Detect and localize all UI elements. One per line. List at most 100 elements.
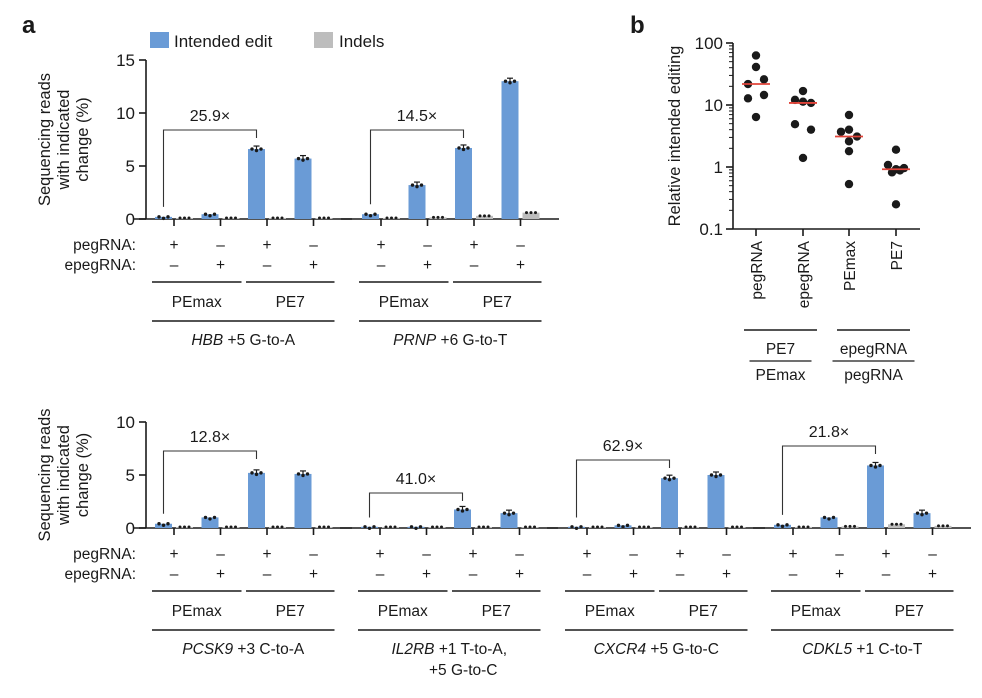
epegrna-sign: – [676, 566, 685, 583]
data-point [621, 525, 625, 529]
editor-label: PEmax [172, 603, 222, 620]
epegrna-sign: – [376, 566, 385, 583]
data-point [466, 146, 470, 150]
data-point [385, 216, 389, 220]
data-point [798, 86, 808, 96]
bar-intended [294, 158, 312, 219]
pegrna-sign: + [468, 546, 477, 563]
ratio-denominator: PEmax [756, 367, 806, 384]
epegrna-sign: – [470, 257, 479, 274]
pegrna-sign: – [309, 546, 318, 563]
data-point [693, 525, 697, 529]
data-point [166, 522, 170, 526]
data-point [208, 214, 212, 218]
data-point [827, 517, 831, 521]
pegrna-sign: + [675, 546, 684, 563]
data-point [831, 515, 836, 520]
data-point [638, 525, 641, 529]
edit-description: +5 G-to-A [223, 332, 296, 349]
bar-indels [888, 524, 905, 528]
edit-description: +3 C-to-A [233, 641, 305, 658]
bar-intended [248, 472, 265, 528]
data-point [367, 526, 372, 530]
data-point [731, 525, 734, 529]
fold-change-bracket [162, 129, 258, 207]
panel-a-top-chart: 0 5 10 15 Sequencing reads with indicated chan… [36, 51, 559, 349]
pegrna-sign: – [216, 546, 225, 563]
data-point [937, 524, 940, 528]
data-point [642, 525, 646, 529]
y-axis-title: Sequencing reads [36, 73, 54, 206]
data-point [625, 523, 630, 528]
epegrna-sign: – [263, 566, 272, 583]
data-point [924, 511, 929, 515]
ratio-numerator: PE7 [766, 341, 795, 358]
data-point [322, 216, 326, 220]
data-point [225, 216, 228, 220]
fold-change-label: 41.0× [396, 471, 436, 488]
target-label: PRNP +6 G-to-T [393, 332, 508, 349]
data-point [271, 525, 275, 529]
gene-name: PRNP [393, 332, 437, 349]
editor-label: PE7 [689, 603, 718, 620]
data-point [735, 525, 739, 529]
target-label: IL2RB +1 T-to-A, [391, 641, 507, 658]
data-point [751, 51, 761, 60]
edit-description: +5 G-to-C [646, 641, 719, 658]
data-point [887, 168, 897, 177]
editor-label: PEmax [172, 294, 222, 311]
data-point [280, 525, 284, 529]
data-point [591, 525, 595, 529]
y-tick-label: 5 [126, 466, 135, 485]
data-point [798, 153, 808, 163]
data-point [776, 523, 780, 527]
data-point [790, 120, 800, 129]
data-point [208, 517, 212, 521]
data-point [478, 214, 482, 218]
pegrna-sign: – [835, 546, 844, 563]
fold-change-bracket [368, 492, 464, 518]
data-point [368, 214, 373, 218]
data-point [487, 214, 491, 218]
y-tick-label: 15 [116, 51, 135, 70]
pegrna-sign: – [216, 237, 225, 254]
data-point [751, 62, 761, 72]
data-point [806, 525, 810, 529]
editor-label: PEmax [379, 294, 429, 311]
data-point [684, 525, 688, 529]
epegrna-sign: – [882, 566, 891, 583]
data-point [157, 522, 161, 526]
data-point [853, 524, 856, 528]
data-point [512, 79, 517, 83]
data-point [883, 160, 893, 170]
legend-label-indels: Indels [339, 32, 384, 51]
data-point [503, 79, 508, 83]
data-point [322, 525, 326, 529]
panel-b-chart: 0.1 1 10 100 Relative intended editing pegRNA… [666, 34, 920, 384]
data-point [511, 511, 516, 515]
pegrna-sign: + [169, 546, 178, 563]
data-point [822, 515, 827, 520]
data-point [363, 525, 367, 529]
data-point [899, 522, 903, 526]
row-label-pegrna: pegRNA: [73, 546, 136, 563]
data-point [844, 110, 854, 120]
data-point [327, 216, 330, 220]
data-point [373, 212, 377, 216]
data-point [259, 471, 263, 475]
data-point [891, 200, 901, 209]
data-point [234, 216, 237, 220]
pegrna-sign: – [422, 546, 431, 563]
data-point [183, 216, 186, 220]
edit-description: +1 C-to-T [852, 641, 923, 658]
data-point [234, 525, 237, 529]
data-point [212, 515, 217, 520]
bar-intended [248, 149, 265, 219]
epegrna-sign: + [515, 566, 524, 583]
y-tick-label: 10 [116, 104, 135, 123]
data-point [844, 137, 854, 146]
target-label: CDKL5 +1 C-to-T [802, 641, 923, 658]
data-point [574, 526, 579, 530]
data-point [276, 216, 279, 220]
target-label: HBB +5 G-to-A [191, 332, 295, 349]
